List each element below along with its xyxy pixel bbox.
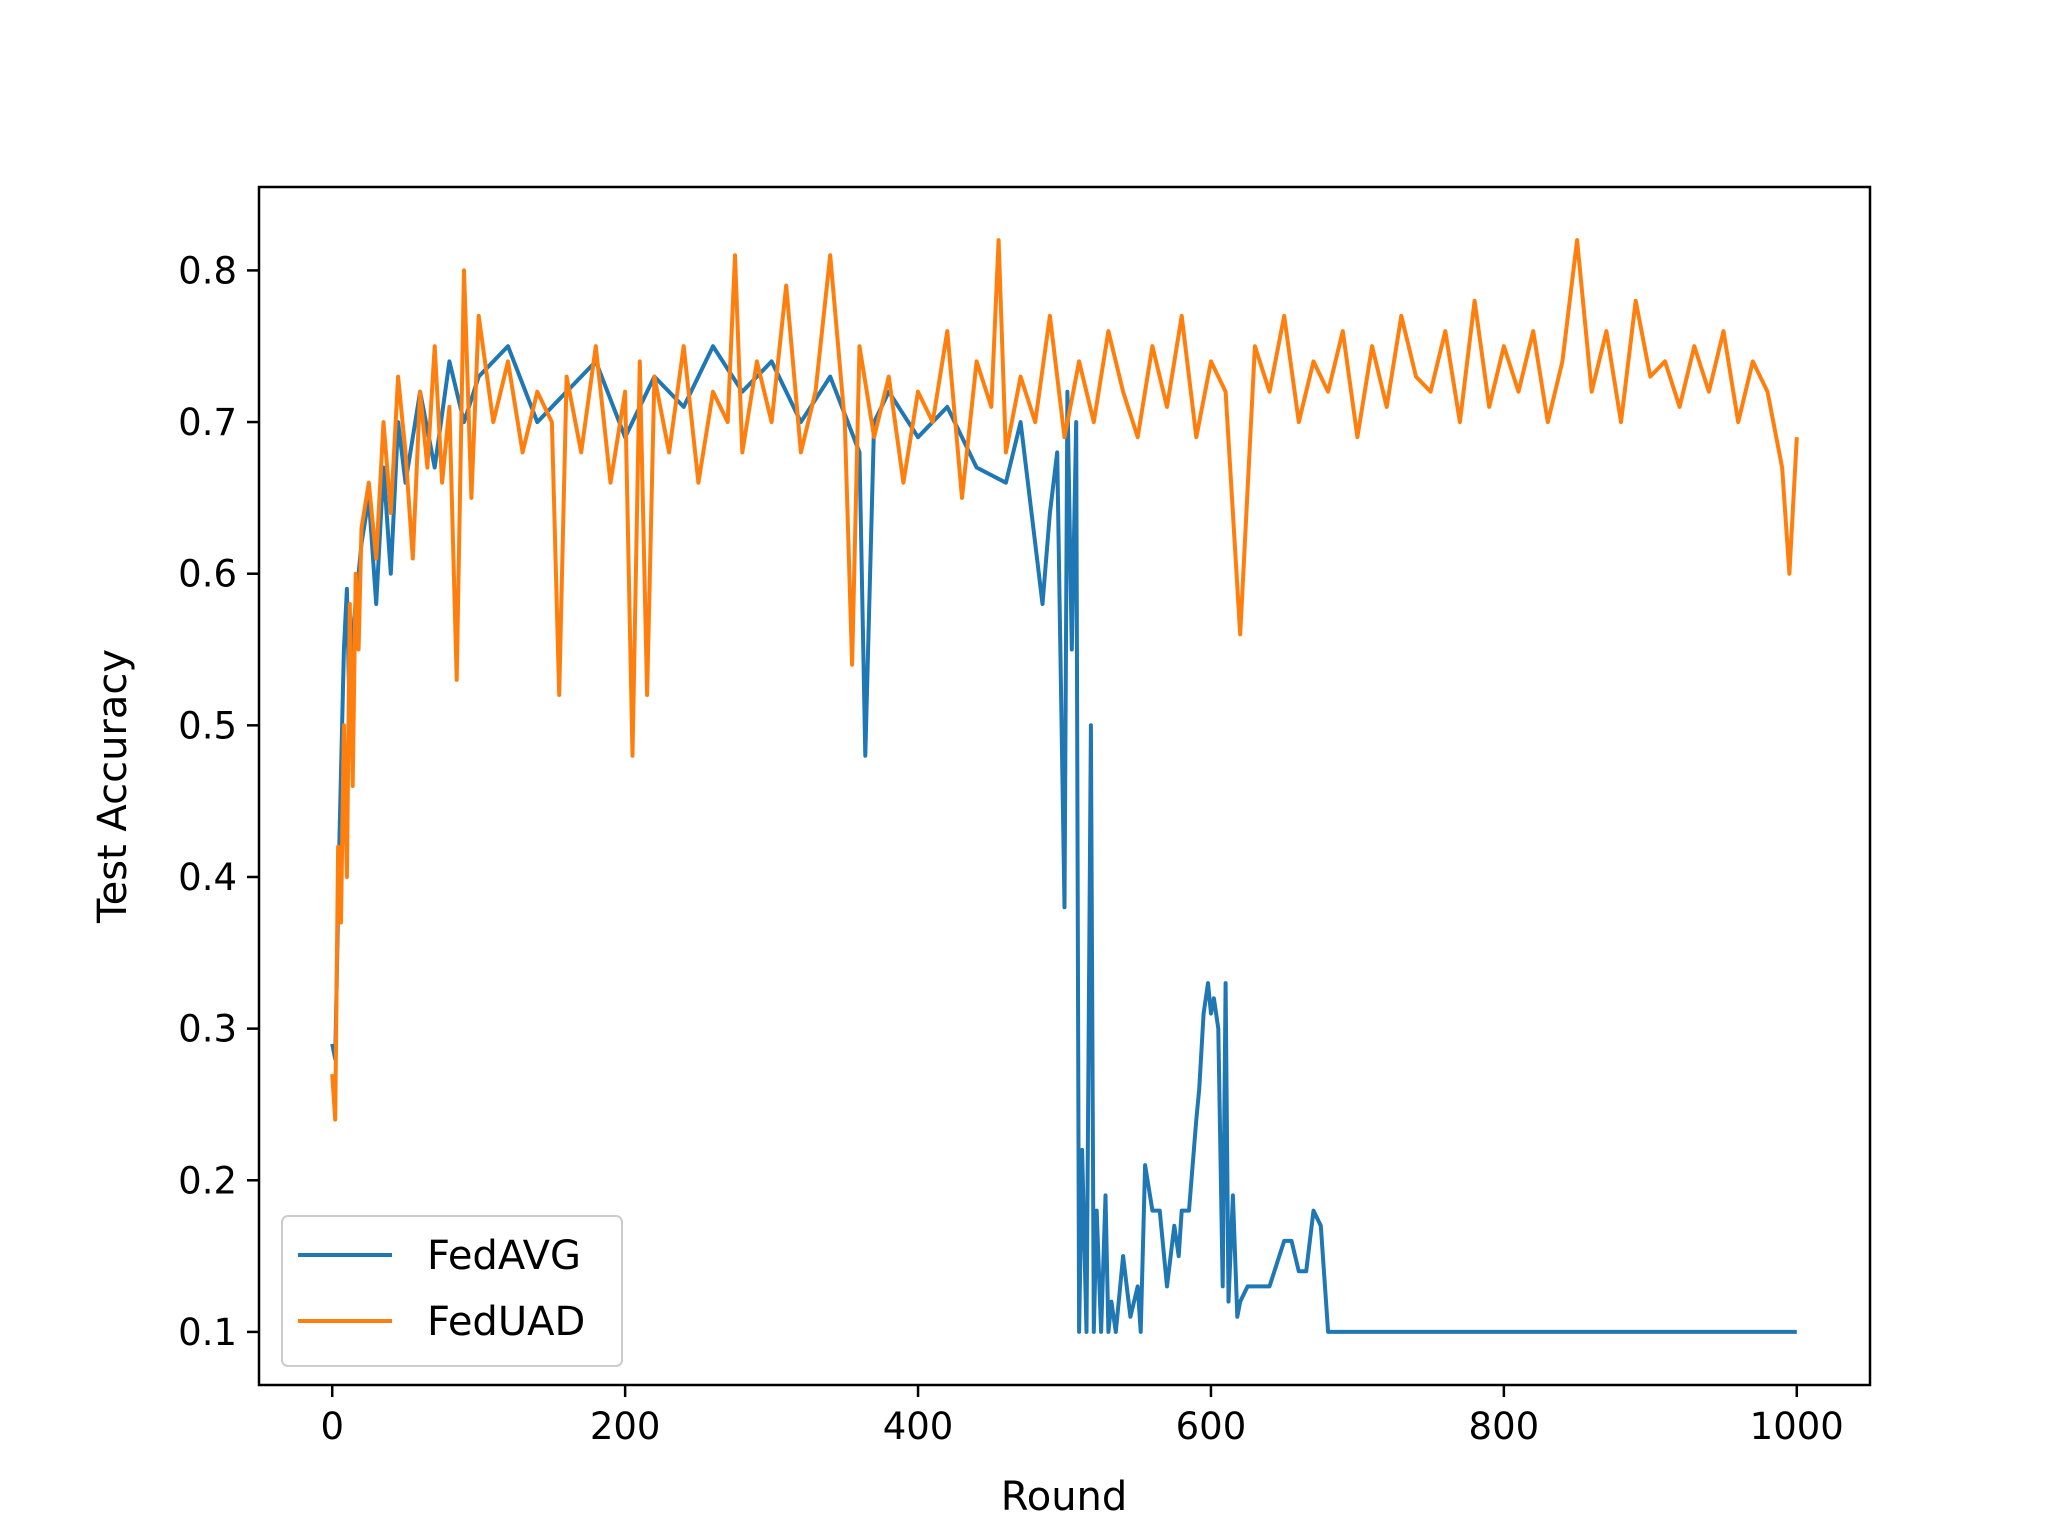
y-tick-label: 0.8: [178, 249, 237, 292]
legend: FedAVG FedUAD: [281, 1215, 623, 1367]
y-tick-label: 0.2: [178, 1159, 237, 1202]
x-tick-label: 0: [320, 1405, 344, 1448]
y-axis-title: Test Accuracy: [90, 649, 136, 924]
series-line-feduad: [330, 238, 1799, 1122]
y-tick-label: 0.1: [178, 1311, 237, 1354]
y-tick-label: 0.5: [178, 704, 237, 747]
plot-frame: [257, 185, 1872, 1387]
x-axis-title: Round: [1001, 1474, 1128, 1520]
legend-label-fedavg: FedAVG: [427, 1233, 581, 1279]
legend-label-feduad: FedUAD: [427, 1299, 585, 1345]
y-axis: 0.1 0.2 0.3 0.4 0.5 0.6 0.7 0.8: [178, 249, 259, 1354]
y-tick-label: 0.4: [178, 856, 237, 899]
x-tick-label: 200: [590, 1405, 661, 1448]
y-tick-label: 0.6: [178, 553, 237, 596]
x-tick-label: 600: [1176, 1405, 1247, 1448]
series-layer: [330, 238, 1799, 1334]
x-tick-label: 800: [1469, 1405, 1540, 1448]
x-axis: 0 200 400 600 800 1000: [320, 1385, 1844, 1448]
y-tick-label: 0.3: [178, 1008, 237, 1051]
y-tick-label: 0.7: [178, 401, 237, 444]
x-tick-label: 400: [883, 1405, 954, 1448]
x-tick-label: 1000: [1750, 1405, 1844, 1448]
